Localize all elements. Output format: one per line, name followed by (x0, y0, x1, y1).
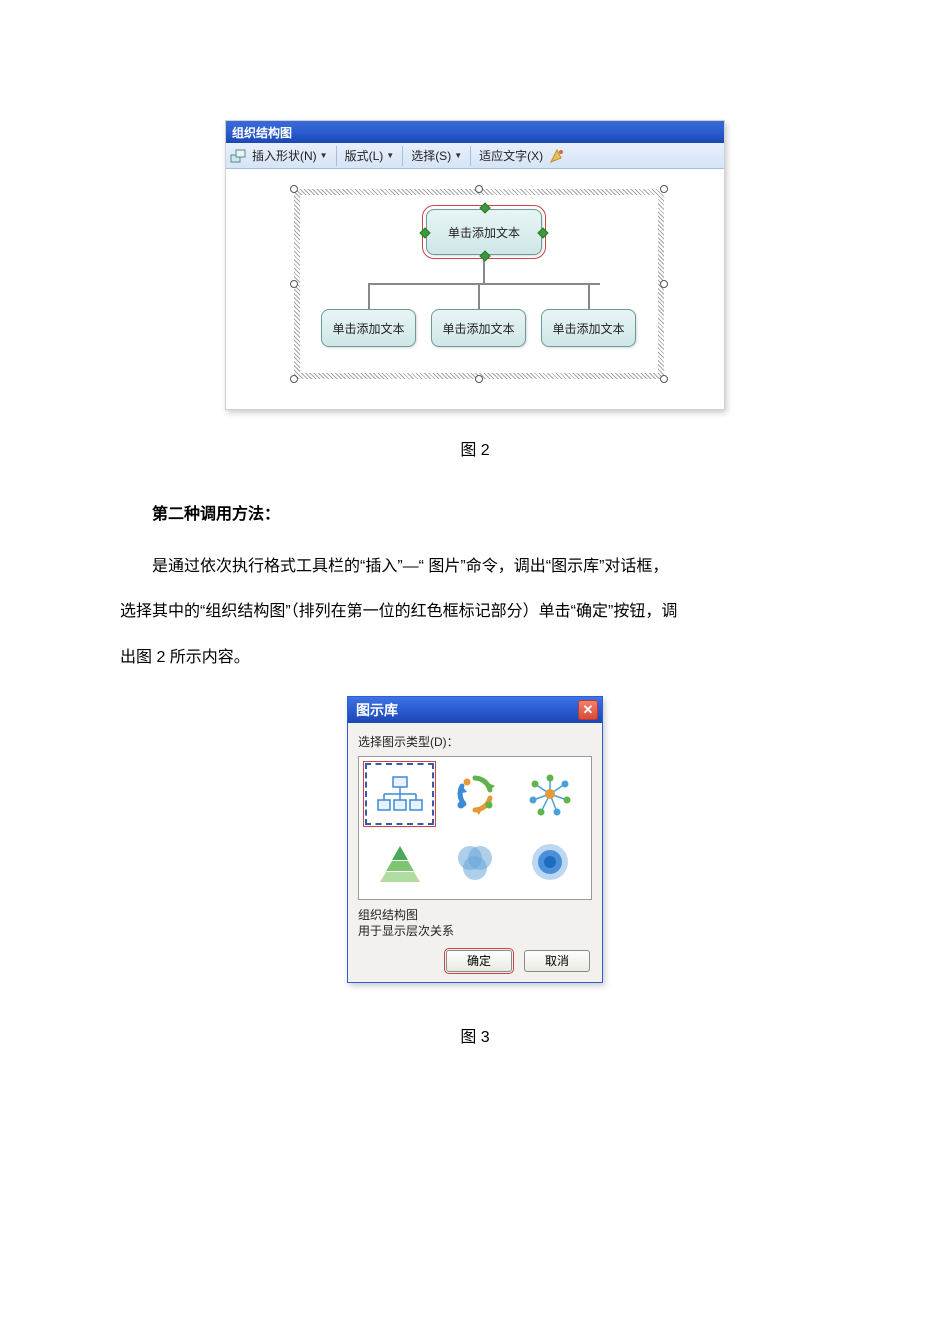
window-titlebar: 组织结构图 (226, 121, 724, 143)
cancel-button-label: 取消 (545, 952, 569, 969)
org-node-child[interactable]: 单击添加文本 (321, 309, 416, 347)
org-node-child[interactable]: 单击添加文本 (431, 309, 526, 347)
toolbar-separator (470, 146, 471, 166)
dialog-titlebar: 图示库 ✕ (348, 697, 602, 723)
radial-icon (527, 772, 573, 816)
selection-handle[interactable] (290, 375, 298, 383)
close-button[interactable]: ✕ (578, 700, 598, 720)
autoformat-icon[interactable] (549, 148, 565, 164)
connector-line (368, 283, 370, 309)
ok-button-label: 确定 (467, 952, 491, 969)
toolbar-fit-text-label: 适应文字(X) (479, 147, 543, 164)
connector-line (478, 283, 480, 309)
diagram-type-org-chart[interactable] (365, 763, 434, 825)
toolbar-insert-shape[interactable]: 插入形状(N) ▼ (248, 147, 332, 164)
selection-handle[interactable] (290, 185, 298, 193)
diagram-type-target[interactable] (516, 831, 585, 893)
diagram-type-venn[interactable] (440, 831, 509, 893)
chevron-down-icon: ▼ (386, 151, 394, 160)
dialog-title: 图示库 (356, 700, 398, 720)
dialog-body: 选择图示类型(D)： (348, 723, 602, 981)
toolbar-separator (336, 146, 337, 166)
diagram-type-grid (358, 756, 592, 900)
cancel-button[interactable]: 取消 (524, 950, 590, 972)
window-title: 组织结构图 (232, 126, 292, 140)
org-chart-icon (377, 774, 423, 814)
venn-icon (452, 840, 498, 884)
selection-handle[interactable] (475, 185, 483, 193)
dialog-label: 选择图示类型(D)： (358, 733, 592, 750)
toolbar-insert-shape-label: 插入形状(N) (252, 147, 317, 164)
toolbar-select-label: 选择(S) (411, 147, 451, 164)
pyramid-icon (377, 840, 423, 884)
target-icon (527, 840, 573, 884)
diagram-desc-line2: 用于显示层次关系 (358, 924, 454, 938)
selection-handle[interactable] (660, 185, 668, 193)
connector-line (368, 283, 600, 285)
org-node-root[interactable]: 单击添加文本 (426, 209, 542, 255)
org-node-label: 单击添加文本 (442, 320, 514, 337)
diagram-type-radial[interactable] (516, 763, 585, 825)
selection-handle[interactable] (475, 375, 483, 383)
org-node-label: 单击添加文本 (332, 320, 404, 337)
body-text: 第二种调用方法： 是通过依次执行格式工具栏的“插入”—“ 图片”命令，调出“图示… (120, 494, 830, 678)
diagram-type-cycle[interactable] (440, 763, 509, 825)
section-heading: 第二种调用方法： (120, 494, 830, 536)
close-icon: ✕ (583, 702, 594, 718)
insert-shape-icon (230, 148, 246, 164)
toolbar-select[interactable]: 选择(S) ▼ (407, 147, 466, 164)
cycle-icon (452, 772, 498, 816)
org-node-label: 单击添加文本 (448, 224, 520, 241)
org-chart-toolbar: 插入形状(N) ▼ 版式(L) ▼ 选择(S) ▼ 适应文字(X) (226, 143, 724, 169)
paragraph: 是通过依次执行格式工具栏的“插入”—“ 图片”命令，调出“图示库”对话框， (120, 546, 830, 588)
toolbar-layout-label: 版式(L) (345, 147, 384, 164)
org-chart-canvas[interactable]: 单击添加文本 单击添加文本 单击添加文本 单击添加文本 (226, 169, 724, 409)
selection-handle[interactable] (660, 280, 668, 288)
figure-caption: 图 2 (120, 436, 830, 460)
document-page: 组织结构图 插入形状(N) ▼ 版式(L) ▼ 选择(S) ▼ 适应文字(X) (0, 0, 950, 1141)
ok-button[interactable]: 确定 (446, 950, 512, 972)
diagram-gallery-dialog: 图示库 ✕ 选择图示类型(D)： (347, 696, 603, 982)
dialog-button-row: 确定 取消 (358, 950, 592, 972)
org-node-child[interactable]: 单击添加文本 (541, 309, 636, 347)
diagram-desc-line1: 组织结构图 (358, 908, 418, 922)
chevron-down-icon: ▼ (454, 151, 462, 160)
connector-line (588, 283, 590, 309)
selection-handle[interactable] (660, 375, 668, 383)
paragraph: 出图 2 所示内容。 (120, 637, 830, 679)
toolbar-separator (402, 146, 403, 166)
toolbar-layout[interactable]: 版式(L) ▼ (341, 147, 399, 164)
org-chart-window: 组织结构图 插入形状(N) ▼ 版式(L) ▼ 选择(S) ▼ 适应文字(X) (225, 120, 725, 410)
org-node-label: 单击添加文本 (552, 320, 624, 337)
selection-handle[interactable] (290, 280, 298, 288)
toolbar-fit-text[interactable]: 适应文字(X) (475, 147, 547, 164)
figure-caption: 图 3 (120, 1023, 830, 1047)
diagram-description: 组织结构图 用于显示层次关系 (358, 908, 592, 939)
chevron-down-icon: ▼ (320, 151, 328, 160)
paragraph: 选择其中的“组织结构图”（排列在第一位的红色框标记部分）单击“确定”按钮，调 (120, 591, 830, 633)
diagram-type-pyramid[interactable] (365, 831, 434, 893)
